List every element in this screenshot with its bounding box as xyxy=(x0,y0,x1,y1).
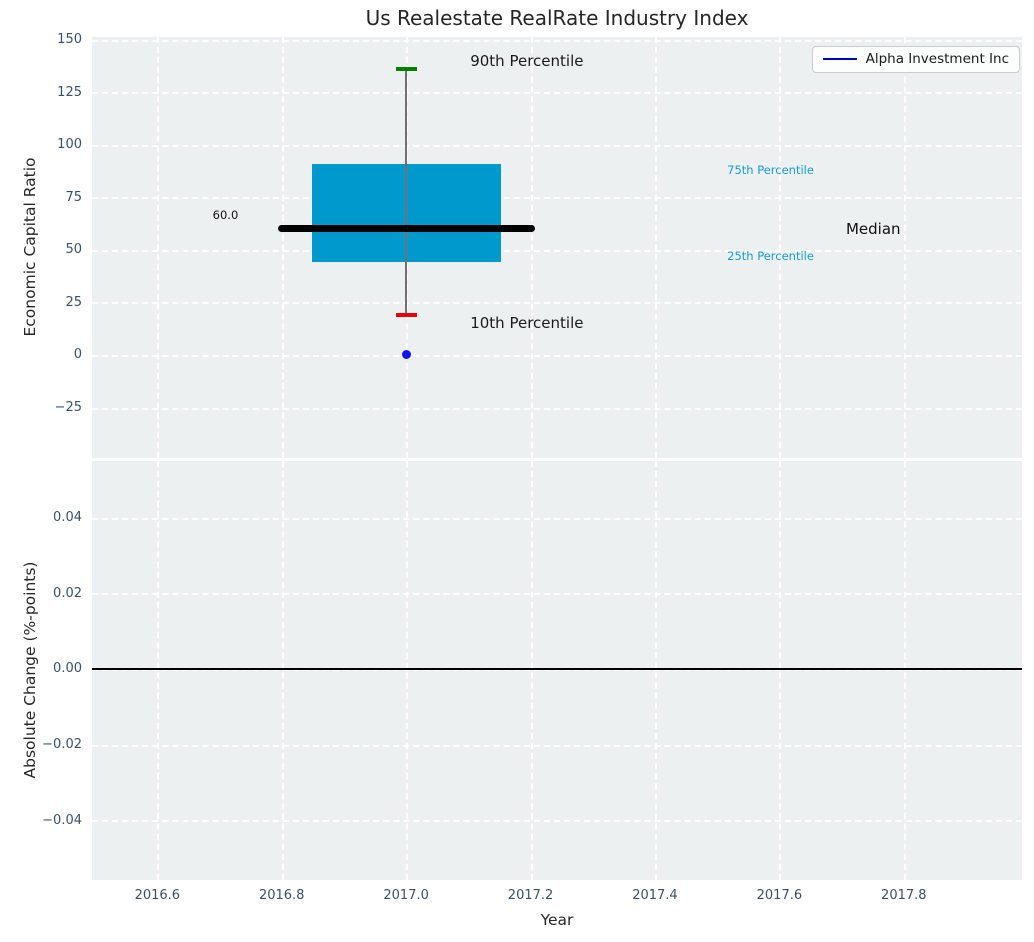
data-point-marker xyxy=(401,350,411,360)
gridline-y xyxy=(92,39,1022,42)
cap-90th-percentile xyxy=(395,67,417,71)
y-tick-label: 150 xyxy=(57,32,82,48)
gridline-x xyxy=(530,37,533,458)
y-tick-label: 125 xyxy=(57,84,82,100)
x-tick-label: 2016.6 xyxy=(134,888,181,903)
gridline-y xyxy=(92,92,1022,95)
gridline-y xyxy=(92,249,1022,252)
annotation-text: 60.0 xyxy=(212,208,239,223)
cap-10th-percentile xyxy=(395,313,417,317)
annotation-text: 90th Percentile xyxy=(470,51,584,70)
x-tick-label: 2017.8 xyxy=(881,888,927,903)
bottom-plot-area xyxy=(92,461,1022,880)
gridline-y xyxy=(92,144,1022,147)
gridline-y xyxy=(92,197,1022,200)
y-tick-label: 0 xyxy=(73,347,82,363)
gridline-x xyxy=(157,37,160,458)
annotation-text: 25th Percentile xyxy=(727,249,814,264)
x-tick-label: 2016.8 xyxy=(258,888,305,903)
gridline-y xyxy=(92,820,1022,823)
y-tick-label: −25 xyxy=(54,400,82,416)
x-axis-label: Year xyxy=(540,911,574,929)
gridline-y xyxy=(92,517,1022,520)
y-tick-label: 25 xyxy=(65,294,82,310)
y-tick-label: −0.04 xyxy=(42,812,82,828)
gridline-y xyxy=(92,407,1022,410)
chart-title: Us Realestate RealRate Industry Index xyxy=(365,6,749,30)
gridline-y xyxy=(92,668,1022,671)
whisker-line xyxy=(405,68,407,315)
gridline-x xyxy=(281,37,284,458)
gridline-y xyxy=(92,593,1022,596)
y-tick-label: 0.00 xyxy=(53,661,82,677)
gridline-y xyxy=(92,354,1022,357)
x-tick-label: 2017.0 xyxy=(383,888,429,903)
y-tick-label: −0.02 xyxy=(42,737,82,753)
legend: Alpha Investment Inc xyxy=(811,46,1020,73)
x-tick-label: 2017.2 xyxy=(507,888,554,903)
annotation-text: Median xyxy=(845,219,901,238)
annotation-text: 10th Percentile xyxy=(470,314,584,333)
y-tick-label: 75 xyxy=(65,189,82,205)
top-plot-area: Alpha Investment Inc 90th Percentile 10th… xyxy=(92,37,1022,458)
annotation-text: 75th Percentile xyxy=(727,162,814,177)
gridline-x xyxy=(903,37,906,458)
gridline-x xyxy=(654,37,657,458)
y-tick-label: 50 xyxy=(65,242,82,258)
median-line xyxy=(277,225,535,233)
y-tick-label: 0.04 xyxy=(53,510,82,526)
gridline-y xyxy=(92,302,1022,305)
x-tick-label: 2017.6 xyxy=(756,888,803,903)
x-tick-label: 2017.4 xyxy=(632,888,678,903)
zero-line xyxy=(92,668,1022,670)
legend-label: Alpha Investment Inc xyxy=(865,51,1009,67)
legend-line-sample xyxy=(822,58,857,60)
gridline-y xyxy=(92,744,1022,747)
gridline-x xyxy=(779,37,782,458)
y-tick-label: 100 xyxy=(57,137,82,153)
y-tick-label: 0.02 xyxy=(53,585,82,601)
